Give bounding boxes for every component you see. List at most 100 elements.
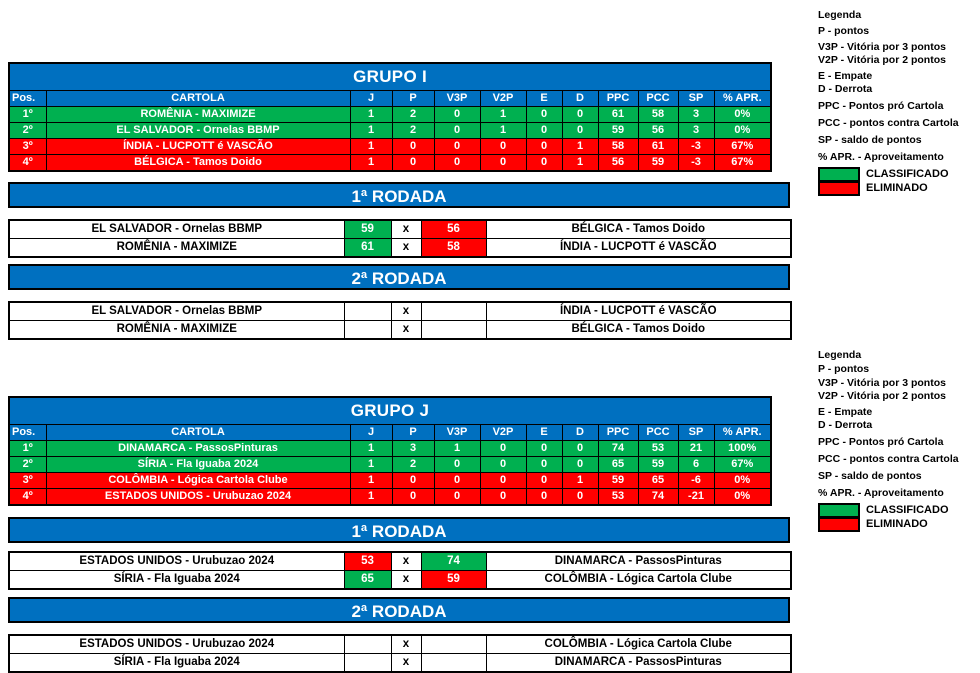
group-j-standings-section: GRUPO J Pos. CARTOLA J P V3P V2P E D PPC… bbox=[8, 396, 772, 506]
cell-d: 0 bbox=[561, 106, 599, 123]
cell-cartola: ÍNDIA - LUCPOTT é VASCÃO bbox=[45, 138, 351, 155]
cell-pos: 2º bbox=[8, 122, 47, 139]
group-j-round-2-banner: 2ª RODADA bbox=[8, 597, 790, 623]
cell-apr: 100% bbox=[713, 440, 772, 457]
cell-cartola: EL SALVADOR - Ornelas BBMP bbox=[45, 122, 351, 139]
match-home-team: ROMÊNIA - MAXIMIZE bbox=[8, 238, 345, 258]
cell-v3p: 0 bbox=[433, 472, 481, 489]
match-table: EL SALVADOR - Ornelas BBMP x ÍNDIA - LUC… bbox=[8, 301, 792, 340]
cell-v2p: 1 bbox=[479, 122, 527, 139]
cell-p: 3 bbox=[391, 440, 435, 457]
match-row: ESTADOS UNIDOS - Urubuzao 2024 x COLÔMBI… bbox=[8, 634, 792, 654]
round-title: 2ª RODADA bbox=[8, 597, 790, 623]
cell-e: 0 bbox=[525, 472, 563, 489]
cell-j: 1 bbox=[349, 440, 393, 457]
match-away-score bbox=[420, 301, 487, 321]
col-header-pcc: PCC bbox=[637, 90, 679, 107]
legend-classified-label: CLASSIFICADO bbox=[866, 503, 949, 516]
match-vs-label: x bbox=[390, 551, 422, 571]
match-away-score: 74 bbox=[420, 551, 487, 571]
standings-table: GRUPO J Pos. CARTOLA J P V3P V2P E D PPC… bbox=[8, 396, 772, 506]
cell-pcc: 65 bbox=[637, 472, 679, 489]
legend-line-apr: % APR. - Aproveitamento bbox=[818, 151, 944, 164]
match-vs-label: x bbox=[390, 653, 422, 673]
cell-v3p: 0 bbox=[433, 122, 481, 139]
match-home-team: ROMÊNIA - MAXIMIZE bbox=[8, 320, 345, 340]
col-header-e: E bbox=[525, 424, 563, 441]
match-away-team: BÉLGICA - Tamos Doido bbox=[485, 219, 792, 239]
match-vs-label: x bbox=[390, 634, 422, 654]
cell-p: 2 bbox=[391, 456, 435, 473]
round-title: 1ª RODADA bbox=[8, 517, 790, 543]
legend-classified-entry: CLASSIFICADO bbox=[818, 167, 959, 183]
legend-line-p: P - pontos bbox=[818, 363, 870, 376]
legend-line-d: D - Derrota bbox=[818, 419, 873, 432]
match-away-score: 56 bbox=[420, 219, 487, 239]
match-home-score bbox=[343, 634, 392, 654]
cell-pos: 3º bbox=[8, 472, 47, 489]
group-j-round-1-matches: ESTADOS UNIDOS - Urubuzao 2024 53 x 74 D… bbox=[8, 551, 792, 590]
cell-pos: 2º bbox=[8, 456, 47, 473]
group-i-round-2-matches: EL SALVADOR - Ornelas BBMP x ÍNDIA - LUC… bbox=[8, 301, 792, 340]
cell-ppc: 58 bbox=[597, 138, 639, 155]
cell-ppc: 56 bbox=[597, 154, 639, 172]
cell-sp: -21 bbox=[677, 488, 715, 506]
match-home-team: EL SALVADOR - Ornelas BBMP bbox=[8, 301, 345, 321]
cell-cartola: ESTADOS UNIDOS - Urubuzao 2024 bbox=[45, 488, 351, 506]
cell-j: 1 bbox=[349, 488, 393, 506]
table-row: 3º COLÔMBIA - Lógica Cartola Clube 1 0 0… bbox=[8, 472, 772, 489]
col-header-cartola: CARTOLA bbox=[45, 424, 351, 441]
standings-header-row: Pos. CARTOLA J P V3P V2P E D PPC PCC SP … bbox=[8, 424, 772, 441]
legend-classified-label: CLASSIFICADO bbox=[866, 167, 949, 180]
table-row: 2º SÍRIA - Fla Iguaba 2024 1 2 0 0 0 0 6… bbox=[8, 456, 772, 473]
cell-sp: -6 bbox=[677, 472, 715, 489]
cell-e: 0 bbox=[525, 488, 563, 506]
col-header-pcc: PCC bbox=[637, 424, 679, 441]
classified-color-swatch bbox=[818, 503, 860, 519]
match-vs-label: x bbox=[390, 219, 422, 239]
col-header-sp: SP bbox=[677, 90, 715, 107]
match-table: EL SALVADOR - Ornelas BBMP 59 x 56 BÉLGI… bbox=[8, 219, 792, 258]
match-home-team: SÍRIA - Fla Iguaba 2024 bbox=[8, 653, 345, 673]
cell-d: 0 bbox=[561, 122, 599, 139]
cell-d: 0 bbox=[561, 488, 599, 506]
cell-d: 1 bbox=[561, 154, 599, 172]
cell-v3p: 0 bbox=[433, 154, 481, 172]
cell-pcc: 74 bbox=[637, 488, 679, 506]
col-header-apr: % APR. bbox=[713, 90, 772, 107]
cell-v3p: 1 bbox=[433, 440, 481, 457]
match-vs-label: x bbox=[390, 570, 422, 590]
cell-apr: 0% bbox=[713, 122, 772, 139]
match-home-team: EL SALVADOR - Ornelas BBMP bbox=[8, 219, 345, 239]
cell-e: 0 bbox=[525, 106, 563, 123]
cell-apr: 0% bbox=[713, 472, 772, 489]
legend-line-v2p: V2P - Vitória por 2 pontos bbox=[818, 390, 946, 403]
cell-v2p: 1 bbox=[479, 106, 527, 123]
standings-table: GRUPO I Pos. CARTOLA J P V3P V2P E D PPC… bbox=[8, 62, 773, 172]
match-away-team: DINAMARCA - PassosPinturas bbox=[485, 551, 792, 571]
table-row: 1º DINAMARCA - PassosPinturas 1 3 1 0 0 … bbox=[8, 440, 772, 457]
group-title-row: GRUPO I bbox=[8, 62, 772, 91]
group-title: GRUPO I bbox=[8, 62, 772, 91]
col-header-pos: Pos. bbox=[8, 424, 47, 441]
cell-cartola: ROMÊNIA - MAXIMIZE bbox=[45, 106, 351, 123]
legend-line-pcc: PCC - pontos contra Cartola bbox=[818, 117, 959, 130]
cell-pos: 4º bbox=[8, 154, 47, 172]
cell-v3p: 0 bbox=[433, 138, 481, 155]
col-header-j: J bbox=[349, 424, 393, 441]
legend-eliminated-entry: ELIMINADO bbox=[818, 517, 959, 533]
match-vs-label: x bbox=[390, 320, 422, 340]
cell-v2p: 0 bbox=[479, 456, 527, 473]
cell-v2p: 0 bbox=[479, 472, 527, 489]
match-away-score bbox=[420, 634, 487, 654]
legend-line-v2p: V2P - Vitória por 2 pontos bbox=[818, 54, 946, 67]
cell-sp: 3 bbox=[677, 106, 715, 123]
cell-pcc: 53 bbox=[637, 440, 679, 457]
match-table: ESTADOS UNIDOS - Urubuzao 2024 x COLÔMBI… bbox=[8, 634, 792, 673]
match-away-team: DINAMARCA - PassosPinturas bbox=[485, 653, 792, 673]
cell-d: 1 bbox=[561, 138, 599, 155]
col-header-p: P bbox=[391, 424, 435, 441]
cell-j: 1 bbox=[349, 122, 393, 139]
cell-d: 1 bbox=[561, 472, 599, 489]
table-row: 3º ÍNDIA - LUCPOTT é VASCÃO 1 0 0 0 0 1 … bbox=[8, 138, 772, 155]
